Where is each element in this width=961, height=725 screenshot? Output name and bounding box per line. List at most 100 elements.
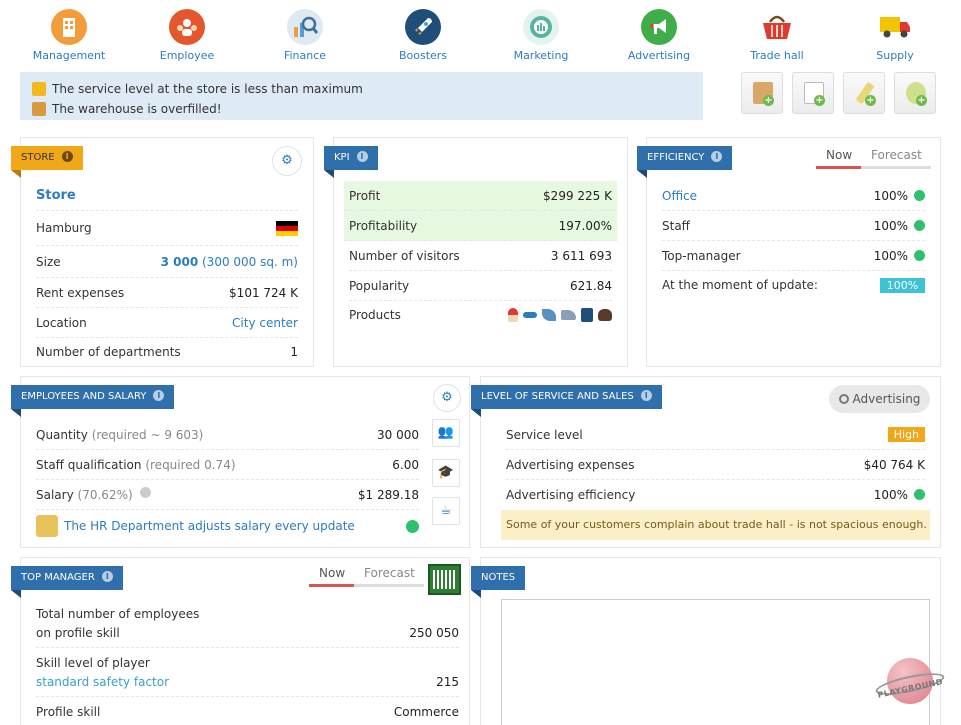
store-tag: STORE i <box>11 146 83 178</box>
gear-icon: ⚙ <box>281 153 293 168</box>
update-value-badge: 100% <box>880 277 925 293</box>
efficiency-tag: EFFICIENCY i <box>637 146 733 178</box>
break-room-button[interactable]: ☕ <box>432 497 460 525</box>
add-cleaning-button[interactable]: + <box>843 72 885 114</box>
advertising-icon <box>838 394 849 404</box>
qual-label-wrap: Staff qualification (required 0.74) <box>36 458 236 472</box>
office-value: 100% <box>873 188 908 203</box>
nav-employee[interactable]: Employee <box>128 6 246 64</box>
employees-settings-button[interactable]: ⚙ <box>433 384 461 412</box>
skill-sub[interactable]: standard safety factor <box>36 674 170 689</box>
kpi-products-row: Products <box>349 301 612 329</box>
training-button[interactable]: 🎓 <box>432 459 460 487</box>
nav-finance[interactable]: Finance <box>246 6 364 64</box>
store-settings-button[interactable]: ⚙ <box>272 146 302 176</box>
efficiency-update-row: At the moment of update: 100% <box>662 271 925 299</box>
warehouse-box-icon <box>32 102 46 116</box>
level-label: Service level <box>506 427 583 442</box>
info-icon[interactable]: i <box>640 390 652 401</box>
staff-group-button[interactable]: 👥 <box>432 419 460 447</box>
location-label: Location <box>36 315 87 330</box>
topmanager-panel: TOP MANAGER i Now Forecast Total number o… <box>11 557 470 725</box>
nav-trade-hall[interactable]: Trade hall <box>718 6 836 64</box>
advertising-label: Advertising <box>852 392 921 406</box>
status-dot-icon <box>406 519 419 533</box>
topmanager-label: Top-manager <box>662 248 741 263</box>
store-departments-row: Number of departments 1 <box>36 338 298 366</box>
store-title-row: Store <box>36 181 298 211</box>
visitors-value: 3 611 693 <box>550 248 612 263</box>
nav-marketing[interactable]: Marketing <box>482 6 600 64</box>
info-icon[interactable]: i <box>153 390 165 401</box>
barcode-icon[interactable] <box>428 564 461 595</box>
plus-icon: + <box>865 95 876 106</box>
profile-value: Commerce <box>393 705 459 719</box>
update-label: At the moment of update: <box>662 278 818 292</box>
drill-product-icon[interactable] <box>581 308 593 322</box>
total-label-wrap: Total number of employees on profile skil… <box>36 605 199 643</box>
alert-item: The service level at the store is less t… <box>32 79 691 99</box>
profile-label: Profile skill <box>36 705 101 719</box>
shoe-product-icon[interactable] <box>561 310 576 320</box>
info-icon[interactable] <box>139 487 151 498</box>
nav-management[interactable]: Management <box>10 6 128 64</box>
hr-wrap: The HR Department adjusts salary every u… <box>36 515 355 537</box>
tab-forecast[interactable]: Forecast <box>861 148 931 169</box>
status-dot-icon <box>914 489 925 500</box>
status-dot-icon <box>914 249 925 261</box>
tab-now[interactable]: Now <box>816 148 861 169</box>
qual-label: Staff qualification <box>36 457 142 472</box>
nav-label: Advertising <box>627 49 691 62</box>
tool-product-icon[interactable] <box>523 312 537 318</box>
germany-flag-icon <box>276 220 298 236</box>
nav-supply[interactable]: Supply <box>836 6 954 64</box>
alert-text: The warehouse is overfilled! <box>52 102 222 116</box>
nav-advertising[interactable]: Advertising <box>600 6 718 64</box>
store-title[interactable]: Store <box>36 188 76 203</box>
tab-forecast[interactable]: Forecast <box>354 566 424 587</box>
gnome-product-icon[interactable] <box>508 308 518 322</box>
efficiency-office-row: Office 100% <box>662 181 925 211</box>
advertising-button[interactable]: Advertising <box>829 385 930 413</box>
bird-product-icon[interactable] <box>542 309 556 321</box>
quantity-required: (required ~ 9 603) <box>91 427 204 442</box>
office-label[interactable]: Office <box>662 188 698 203</box>
hr-text[interactable]: The HR Department adjusts salary every u… <box>64 519 355 533</box>
salary-label-wrap: Salary (70.62%) <box>36 487 151 502</box>
topmanager-value-wrap: 100% <box>874 249 925 263</box>
add-document-button[interactable]: + <box>792 72 834 114</box>
tab-now[interactable]: Now <box>309 566 354 587</box>
employees-qualification-row: Staff qualification (required 0.74) 6.00 <box>36 450 419 480</box>
add-box-button[interactable]: + <box>741 72 783 114</box>
qual-required: (required 0.74) <box>145 457 236 472</box>
topmanager-skill-row: Skill level of player standard safety fac… <box>36 649 459 697</box>
info-icon[interactable]: i <box>61 151 73 162</box>
alerts-box: The service level at the store is less t… <box>20 72 703 120</box>
service-warning: Some of your customers complain about tr… <box>501 510 930 540</box>
kpi-tag: KPI i <box>324 146 378 178</box>
profitability-value: 197.00% <box>558 218 612 233</box>
location-value[interactable]: City center <box>232 315 298 330</box>
top-nav: Management Employee Finance Boosters Mar… <box>10 6 955 64</box>
info-icon[interactable]: i <box>101 571 113 582</box>
rent-label: Rent expenses <box>36 285 125 300</box>
adexp-label: Advertising expenses <box>506 457 635 472</box>
quantity-label: Quantity <box>36 427 88 442</box>
info-icon[interactable]: i <box>356 151 368 162</box>
size-value[interactable]: 3 000 <box>160 254 199 269</box>
kettle-product-icon[interactable] <box>598 309 612 321</box>
total-value: 250 050 <box>409 625 459 640</box>
skill-label-wrap: Skill level of player standard safety fac… <box>36 654 169 692</box>
service-adeff-row: Advertising efficiency 100% <box>506 480 925 510</box>
info-icon[interactable]: i <box>711 151 723 162</box>
rocket-icon <box>405 9 441 45</box>
group-icon: 👥 <box>437 425 455 440</box>
notes-textarea[interactable] <box>501 599 930 725</box>
profit-value: $299 225 K <box>543 188 612 203</box>
action-buttons: + + + + <box>741 72 936 114</box>
nav-boosters[interactable]: Boosters <box>364 6 482 64</box>
add-goods-button[interactable]: + <box>894 72 936 114</box>
products-icons <box>508 308 612 322</box>
nav-label: Employee <box>159 49 215 62</box>
efficiency-tabs: Now Forecast <box>816 148 931 169</box>
